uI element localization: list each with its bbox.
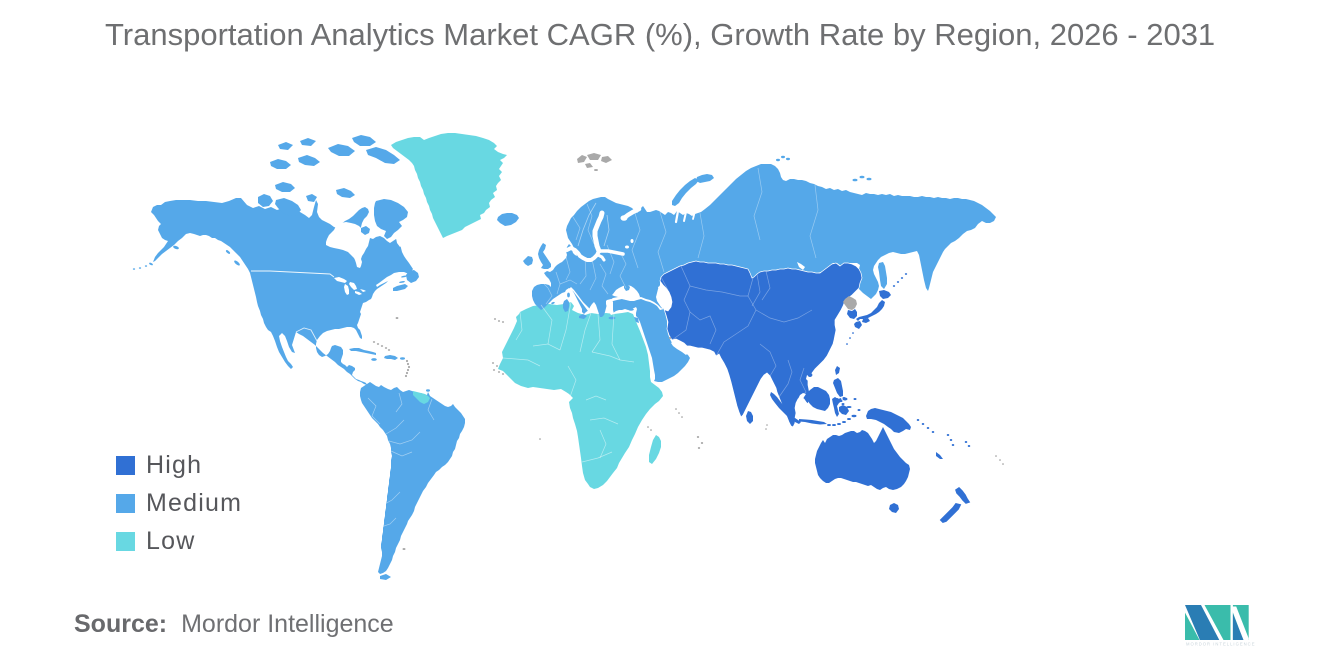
svg-text:MORDOR INTELLIGENCE: MORDOR INTELLIGENCE <box>1186 642 1256 647</box>
